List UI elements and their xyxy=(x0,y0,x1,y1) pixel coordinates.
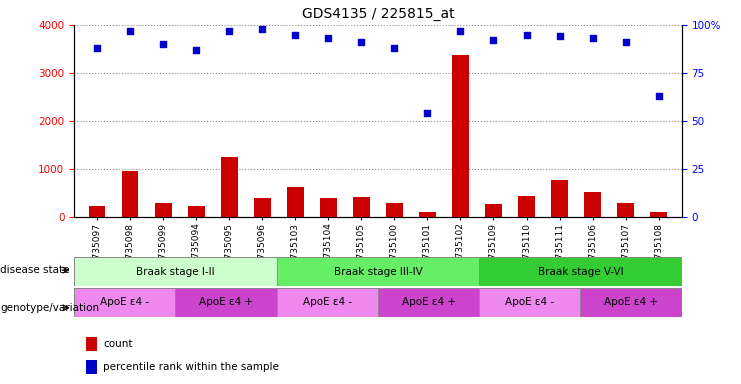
Text: ApoE ε4 +: ApoE ε4 + xyxy=(402,297,456,308)
Bar xyxy=(479,257,682,286)
Text: Braak stage I-II: Braak stage I-II xyxy=(136,266,215,277)
Bar xyxy=(386,203,402,217)
Bar xyxy=(221,157,238,217)
Bar xyxy=(155,203,171,217)
Text: Braak stage V-VI: Braak stage V-VI xyxy=(538,266,623,277)
Bar xyxy=(86,360,97,374)
Bar xyxy=(254,198,270,217)
Point xyxy=(454,28,466,34)
Title: GDS4135 / 225815_at: GDS4135 / 225815_at xyxy=(302,7,454,21)
Point xyxy=(554,33,565,40)
Point xyxy=(619,39,631,45)
Bar xyxy=(378,288,479,317)
Bar xyxy=(651,212,667,217)
Bar xyxy=(485,204,502,217)
Text: ApoE ε4 -: ApoE ε4 - xyxy=(303,297,352,308)
Bar xyxy=(617,203,634,217)
Text: ApoE ε4 -: ApoE ε4 - xyxy=(505,297,554,308)
Bar xyxy=(479,288,580,317)
Bar xyxy=(89,207,105,217)
Bar xyxy=(74,257,276,286)
Bar xyxy=(320,198,336,217)
Text: ApoE ε4 +: ApoE ε4 + xyxy=(604,297,658,308)
Point xyxy=(356,39,368,45)
Point xyxy=(91,45,103,51)
Point xyxy=(157,41,169,47)
Point xyxy=(488,37,499,43)
Bar xyxy=(276,288,378,317)
Point xyxy=(653,93,665,99)
Text: disease state: disease state xyxy=(0,265,70,275)
Point xyxy=(521,31,533,38)
Point xyxy=(388,45,400,51)
Point xyxy=(256,26,268,32)
Bar xyxy=(188,206,205,217)
Bar xyxy=(353,197,370,217)
Bar xyxy=(452,55,469,217)
Point xyxy=(290,31,302,38)
Bar xyxy=(518,196,535,217)
Bar xyxy=(585,192,601,217)
Point xyxy=(422,110,433,116)
Bar xyxy=(276,257,479,286)
Point xyxy=(322,35,334,41)
Bar xyxy=(419,212,436,217)
Point xyxy=(124,28,136,34)
Bar xyxy=(176,288,276,317)
Bar xyxy=(86,337,97,351)
Bar xyxy=(74,288,176,317)
Bar xyxy=(122,171,139,217)
Text: percentile rank within the sample: percentile rank within the sample xyxy=(103,362,279,372)
Point xyxy=(223,28,235,34)
Text: ApoE ε4 +: ApoE ε4 + xyxy=(199,297,253,308)
Text: Braak stage III-IV: Braak stage III-IV xyxy=(333,266,422,277)
Text: count: count xyxy=(103,339,133,349)
Bar xyxy=(551,180,568,217)
Bar xyxy=(287,187,304,217)
Point xyxy=(190,47,202,53)
Text: genotype/variation: genotype/variation xyxy=(0,303,99,313)
Text: ApoE ε4 -: ApoE ε4 - xyxy=(100,297,149,308)
Bar xyxy=(580,288,682,317)
Point xyxy=(587,35,599,41)
